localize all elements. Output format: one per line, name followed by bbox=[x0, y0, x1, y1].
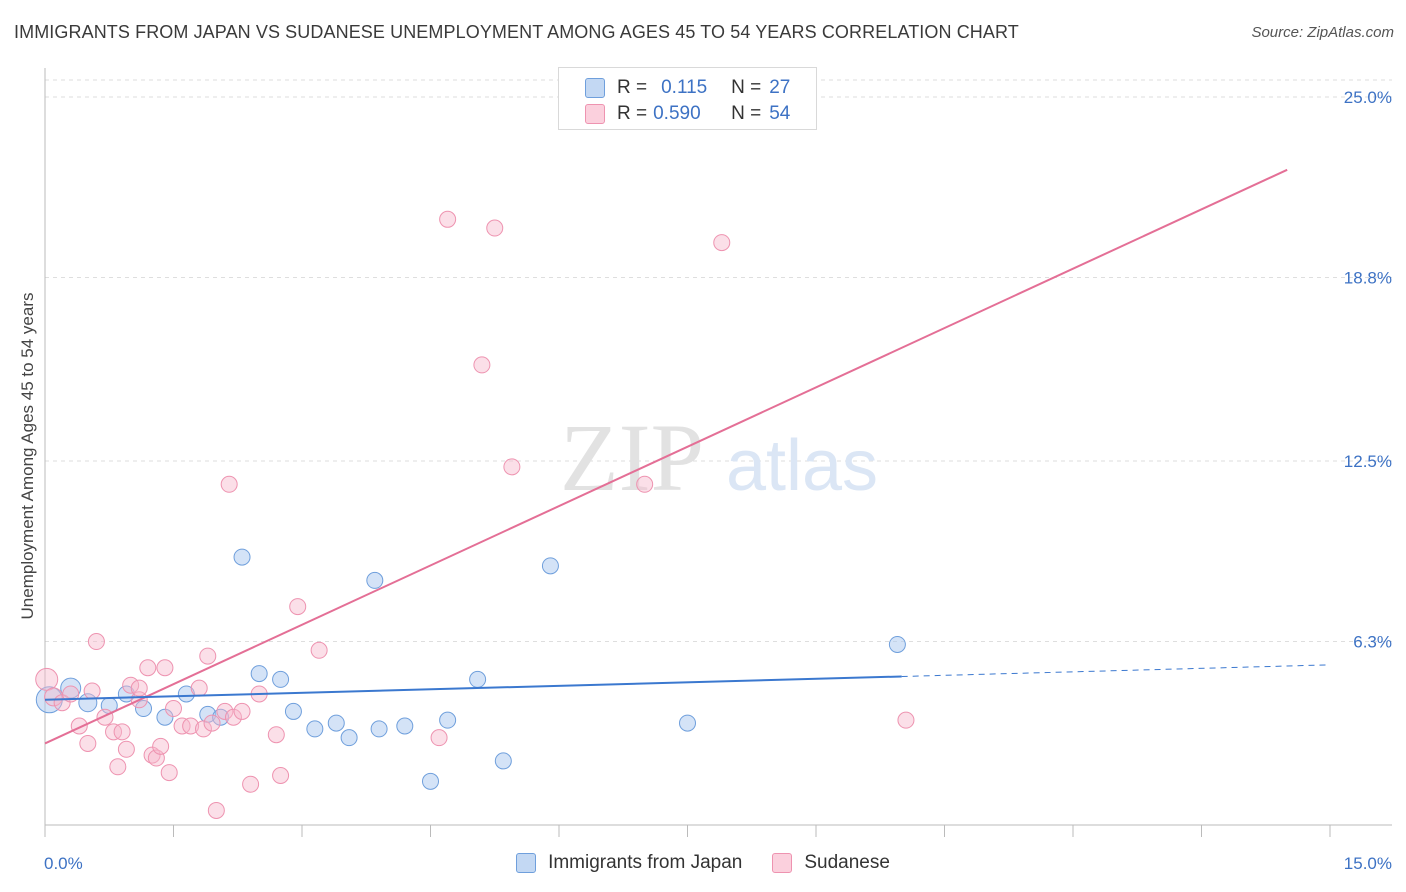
japan-point bbox=[494, 752, 512, 770]
japan-point bbox=[469, 670, 487, 688]
sudanese-point bbox=[117, 740, 135, 758]
y-tick-label: 25.0% bbox=[1344, 88, 1392, 107]
japan-legend-label: Immigrants from Japan bbox=[548, 852, 743, 873]
chart-title: IMMIGRANTS FROM JAPAN VS SUDANESE UNEMPL… bbox=[14, 22, 1019, 42]
sudanese-point bbox=[233, 702, 251, 720]
legend-n-value: 54 bbox=[769, 103, 791, 124]
tick-labels: 6.3% 12.5% 18.8% 25.0% 0.0% 15.0% bbox=[44, 88, 1392, 873]
sudanese-point bbox=[199, 647, 217, 665]
legend-item-sudanese[interactable]: Sudanese bbox=[772, 852, 890, 874]
legend-item-japan[interactable]: Immigrants from Japan bbox=[516, 852, 742, 874]
legend-n-label: N = bbox=[731, 103, 762, 124]
series-sudanese-points bbox=[35, 210, 915, 819]
sudanese-legend-label: Sudanese bbox=[804, 852, 890, 873]
japan-trend-extension bbox=[901, 664, 1331, 677]
sudanese-point bbox=[289, 598, 307, 616]
watermark: ZIP atlas bbox=[560, 404, 878, 511]
sudanese-point bbox=[503, 458, 521, 476]
sudanese-point bbox=[224, 708, 242, 726]
japan-point bbox=[272, 670, 290, 688]
japan-point bbox=[439, 711, 457, 729]
japan-legend-swatch bbox=[516, 853, 537, 873]
japan-point bbox=[366, 571, 384, 589]
sudanese-point bbox=[87, 633, 105, 651]
sudanese-point bbox=[190, 679, 208, 697]
legend-row-sudanese: R = 0.590 N = 54 bbox=[585, 102, 790, 126]
sudanese-point bbox=[152, 737, 170, 755]
sudanese-point bbox=[105, 723, 123, 741]
japan-point bbox=[156, 708, 174, 726]
japan-point bbox=[370, 720, 388, 738]
y-tick-label: 12.5% bbox=[1344, 452, 1392, 471]
sudanese-point bbox=[207, 801, 225, 819]
japan-point bbox=[233, 548, 251, 566]
sudanese-point bbox=[310, 641, 328, 659]
sudanese-point bbox=[430, 729, 448, 747]
sudanese-point bbox=[160, 764, 178, 782]
sudanese-point bbox=[130, 679, 148, 697]
y-tick-label: 18.8% bbox=[1344, 269, 1392, 288]
japan-point bbox=[340, 729, 358, 747]
legend-r-label: R = bbox=[617, 103, 648, 124]
x-tick-label-max: 15.0% bbox=[1344, 854, 1392, 873]
japan-swatch bbox=[585, 78, 605, 98]
japan-point bbox=[396, 717, 414, 735]
japan-point bbox=[422, 772, 439, 790]
sudanese-point bbox=[636, 475, 654, 493]
watermark-zip: ZIP bbox=[560, 404, 704, 511]
japan-point bbox=[284, 702, 302, 720]
sudanese-point bbox=[113, 723, 131, 741]
correlation-legend: R = 0.115 N = 27 R = 0.590 N = 54 bbox=[558, 67, 817, 130]
japan-point bbox=[541, 557, 559, 575]
sudanese-point bbox=[473, 356, 491, 374]
sudanese-point bbox=[267, 726, 285, 744]
sudanese-point bbox=[44, 687, 64, 707]
y-tick-label: 6.3% bbox=[1353, 633, 1392, 652]
sudanese-point bbox=[713, 234, 731, 252]
sudanese-point bbox=[156, 659, 174, 677]
sudanese-point bbox=[182, 717, 200, 735]
sudanese-point bbox=[486, 219, 504, 237]
japan-point bbox=[327, 714, 345, 732]
japan-point bbox=[679, 714, 696, 732]
japan-point bbox=[306, 720, 324, 738]
sudanese-legend-swatch bbox=[772, 853, 793, 873]
sudanese-point bbox=[35, 667, 59, 691]
sudanese-point bbox=[194, 720, 212, 738]
axes bbox=[44, 68, 1392, 837]
sudanese-point bbox=[216, 702, 234, 720]
sudanese-trend-line bbox=[44, 168, 1288, 745]
sudanese-point bbox=[109, 758, 127, 776]
legend-r-label: R = bbox=[617, 77, 648, 98]
legend-n-label: N = bbox=[731, 77, 762, 98]
watermark-atlas: atlas bbox=[726, 426, 878, 506]
japan-point bbox=[250, 665, 268, 683]
japan-point bbox=[135, 700, 153, 718]
sudanese-point bbox=[173, 717, 191, 735]
sudanese-point bbox=[439, 210, 457, 228]
legend-r-value: 0.590 bbox=[653, 103, 701, 124]
legend-n-value: 27 bbox=[769, 77, 791, 98]
legend-row-japan: R = 0.115 N = 27 bbox=[585, 76, 790, 100]
source-label: Source: ZipAtlas.com bbox=[1251, 24, 1394, 41]
sudanese-point bbox=[203, 714, 221, 732]
sudanese-point bbox=[897, 711, 915, 729]
sudanese-point bbox=[165, 700, 182, 718]
trend-lines bbox=[44, 168, 1331, 745]
sudanese-swatch bbox=[585, 104, 605, 124]
sudanese-point bbox=[272, 766, 290, 784]
sudanese-point bbox=[79, 734, 97, 752]
sudanese-point bbox=[220, 475, 238, 493]
japan-trend-line bbox=[44, 675, 902, 701]
japan-point bbox=[888, 635, 906, 653]
sudanese-point bbox=[139, 659, 157, 677]
sudanese-point bbox=[242, 775, 260, 793]
x-tick-label-min: 0.0% bbox=[44, 854, 83, 873]
sudanese-point bbox=[62, 685, 80, 703]
series-legend: Immigrants from Japan Sudanese bbox=[0, 852, 1406, 874]
legend-r-value: 0.115 bbox=[661, 77, 708, 98]
sudanese-point bbox=[83, 682, 101, 700]
